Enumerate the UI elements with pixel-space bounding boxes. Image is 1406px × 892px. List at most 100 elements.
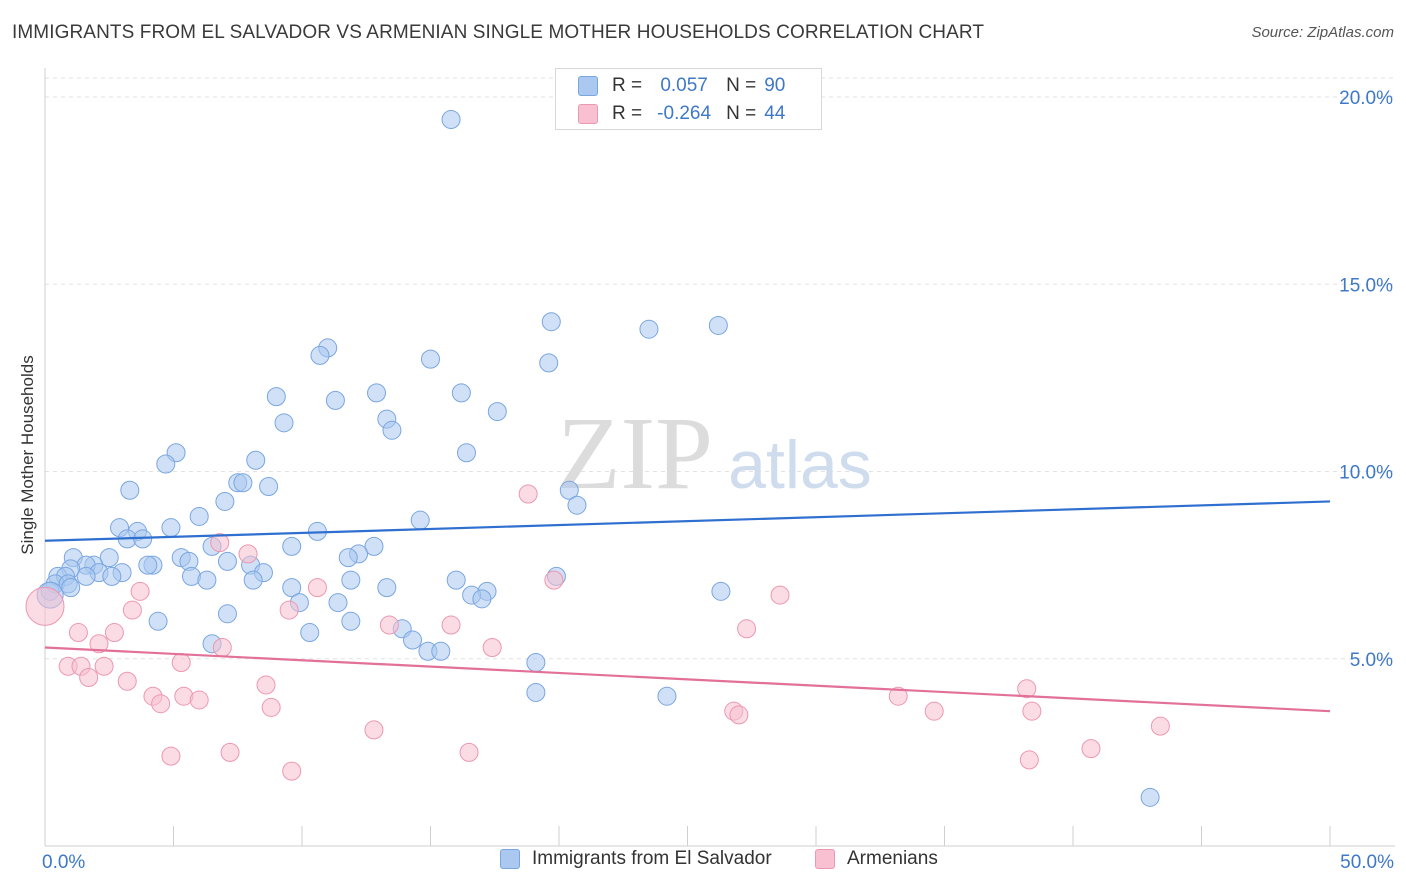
point-armenians xyxy=(25,586,65,626)
point-el-salvador xyxy=(341,570,361,590)
point-el-salvador xyxy=(233,473,253,493)
point-armenians xyxy=(1017,679,1037,699)
point-armenians xyxy=(888,686,908,706)
point-el-salvador xyxy=(446,570,466,590)
y-axis-label: Single Mother Households xyxy=(18,355,37,555)
point-armenians xyxy=(104,623,124,643)
point-armenians xyxy=(171,652,191,672)
point-armenians xyxy=(459,742,479,762)
point-el-salvador xyxy=(189,506,209,526)
legend-item-armenians[interactable]: Armenians xyxy=(815,848,938,870)
n-label: N = xyxy=(726,75,757,96)
point-armenians xyxy=(1022,701,1042,721)
point-el-salvador xyxy=(341,611,361,631)
point-armenians xyxy=(238,544,258,564)
point-armenians xyxy=(89,634,109,654)
legend-label: Immigrants from El Salvador xyxy=(532,848,772,869)
r-label: R = xyxy=(612,75,643,96)
point-armenians xyxy=(122,600,142,620)
y-tick-label: 15.0% xyxy=(1339,275,1393,296)
watermark-zip: ZIP xyxy=(557,396,713,511)
point-el-salvador xyxy=(431,641,451,661)
point-el-salvador xyxy=(567,495,587,515)
point-armenians xyxy=(737,619,757,639)
point-el-salvador xyxy=(539,353,559,373)
stats-swatch-blue xyxy=(578,76,598,96)
point-armenians xyxy=(94,656,114,676)
point-el-salvador xyxy=(102,566,122,586)
point-el-salvador xyxy=(76,566,96,586)
point-el-salvador xyxy=(148,611,168,631)
trend-line-armenians xyxy=(44,646,1331,713)
point-armenians xyxy=(117,671,137,691)
point-el-salvador xyxy=(259,476,279,496)
point-el-salvador xyxy=(708,315,728,335)
point-el-salvador xyxy=(156,454,176,474)
point-armenians xyxy=(151,694,171,714)
point-el-salvador xyxy=(526,652,546,672)
point-el-salvador xyxy=(451,383,471,403)
point-el-salvador xyxy=(421,349,440,369)
point-armenians xyxy=(220,742,240,762)
y-tick-label: 10.0% xyxy=(1339,463,1393,484)
r-value: -0.264 xyxy=(657,103,712,124)
watermark: ZIP atlas xyxy=(557,396,872,511)
stats-row-armenians: R = -0.264 N = 44 xyxy=(578,100,785,128)
source-label: Source: ZipAtlas.com xyxy=(1251,24,1394,41)
point-el-salvador xyxy=(246,450,266,470)
legend-item-el-salvador[interactable]: Immigrants from El Salvador xyxy=(500,848,772,870)
point-el-salvador xyxy=(559,480,579,500)
point-armenians xyxy=(130,581,150,601)
point-el-salvador xyxy=(639,319,659,339)
point-el-salvador xyxy=(338,548,358,568)
point-el-salvador xyxy=(120,480,140,500)
legend-swatch-pink xyxy=(815,849,835,869)
point-el-salvador xyxy=(217,604,237,624)
point-el-salvador xyxy=(1140,787,1160,807)
point-el-salvador xyxy=(382,420,402,440)
point-armenians xyxy=(68,623,88,643)
point-el-salvador xyxy=(99,548,119,568)
point-el-salvador xyxy=(197,570,217,590)
point-el-salvador xyxy=(711,581,731,601)
stats-row-el-salvador: R = 0.057 N = 90 xyxy=(578,72,785,100)
point-el-salvador xyxy=(441,109,461,129)
r-label: R = xyxy=(612,103,643,124)
point-el-salvador xyxy=(300,623,320,643)
point-armenians xyxy=(161,746,181,766)
point-armenians xyxy=(1150,716,1170,736)
point-armenians xyxy=(770,585,790,605)
point-el-salvador xyxy=(282,536,302,556)
x-tick-label-min: 0.0% xyxy=(42,852,86,873)
r-value: 0.057 xyxy=(660,75,708,96)
point-armenians xyxy=(1081,739,1101,759)
stats-swatch-pink xyxy=(578,104,598,124)
point-armenians xyxy=(79,667,99,687)
point-el-salvador xyxy=(541,312,561,332)
point-el-salvador xyxy=(526,682,546,702)
legend: Immigrants from El Salvador Armenians xyxy=(0,848,1406,880)
chart-title: IMMIGRANTS FROM EL SALVADOR VS ARMENIAN … xyxy=(12,22,985,43)
correlation-stats-box: R = 0.057 N = 90 R = -0.264 N = 44 xyxy=(555,68,822,130)
point-armenians xyxy=(729,705,749,725)
point-armenians xyxy=(307,578,327,598)
data-points xyxy=(25,109,1170,807)
point-armenians xyxy=(379,615,399,635)
point-armenians xyxy=(924,701,944,721)
x-tick-label-max: 50.0% xyxy=(1340,852,1394,873)
point-el-salvador xyxy=(138,555,158,575)
point-armenians xyxy=(1019,750,1039,770)
point-el-salvador xyxy=(364,536,384,556)
axes xyxy=(44,68,1395,847)
point-el-salvador xyxy=(367,383,387,403)
point-armenians xyxy=(212,638,232,658)
point-el-salvador xyxy=(217,551,237,571)
point-el-salvador xyxy=(377,578,397,598)
point-el-salvador xyxy=(266,387,286,407)
n-label: N = xyxy=(726,103,757,124)
point-armenians xyxy=(482,638,502,658)
y-tick-label: 20.0% xyxy=(1339,88,1393,109)
point-el-salvador xyxy=(403,630,423,650)
trend-line-el-salvador xyxy=(44,500,1331,542)
point-armenians xyxy=(256,675,276,695)
